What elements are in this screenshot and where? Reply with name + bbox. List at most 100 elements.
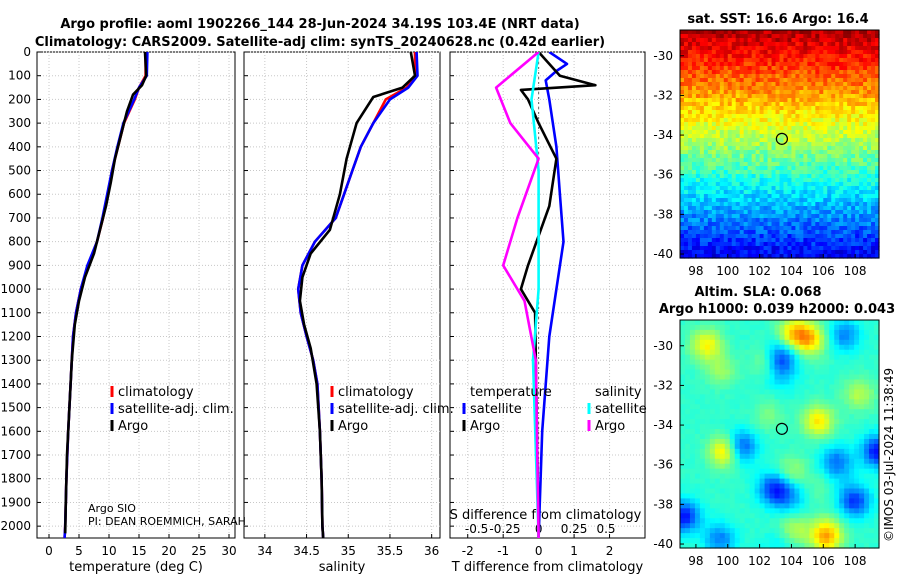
map-cell bbox=[739, 78, 745, 83]
map-cell bbox=[704, 448, 711, 455]
map-cell bbox=[763, 194, 769, 199]
map-cell bbox=[875, 206, 880, 211]
map-cell bbox=[864, 369, 870, 376]
map-cell bbox=[795, 90, 800, 95]
map-cell bbox=[747, 234, 753, 239]
map-cell bbox=[775, 138, 781, 143]
map-cell bbox=[763, 122, 769, 127]
map-cell bbox=[754, 384, 761, 390]
map-cell bbox=[723, 214, 729, 219]
map-cell bbox=[863, 98, 868, 103]
map-cell bbox=[784, 399, 791, 405]
map-cell bbox=[819, 210, 824, 215]
map-cell bbox=[843, 46, 848, 51]
map-cell bbox=[689, 503, 696, 509]
map-cell bbox=[763, 106, 769, 111]
map-cell bbox=[809, 349, 815, 356]
map-cell bbox=[787, 206, 793, 211]
map-cell bbox=[799, 110, 804, 115]
map-cell bbox=[784, 369, 791, 376]
map-cell bbox=[759, 508, 766, 514]
map-cell bbox=[751, 110, 757, 115]
map-cell bbox=[854, 369, 860, 376]
map-cell bbox=[849, 419, 855, 425]
map-cell bbox=[699, 523, 706, 529]
tick-label-x: 102 bbox=[748, 264, 771, 278]
map-cell bbox=[775, 214, 781, 219]
map-cell bbox=[819, 349, 825, 356]
map-cell bbox=[824, 394, 830, 400]
map-cell bbox=[743, 158, 749, 163]
map-cell bbox=[791, 250, 797, 255]
map-cell bbox=[849, 389, 855, 395]
map-cell bbox=[779, 234, 785, 239]
map-cell bbox=[849, 334, 855, 341]
map-cell bbox=[779, 106, 785, 111]
map-cell bbox=[789, 543, 796, 549]
map-cell bbox=[680, 458, 686, 465]
map-cell bbox=[703, 210, 709, 215]
map-cell bbox=[851, 150, 856, 155]
map-cell bbox=[834, 404, 840, 410]
map-cell bbox=[764, 508, 771, 514]
map-cell bbox=[719, 389, 726, 395]
map-cell bbox=[731, 114, 737, 119]
map-cell bbox=[724, 533, 731, 539]
map-cell bbox=[719, 468, 726, 475]
map-cell bbox=[783, 78, 789, 83]
map-cell bbox=[754, 399, 761, 405]
map-cell bbox=[754, 320, 761, 326]
map-cell bbox=[809, 384, 815, 390]
map-cell bbox=[867, 226, 872, 231]
map-cell bbox=[731, 218, 737, 223]
map-cell bbox=[771, 134, 777, 139]
map-cell bbox=[819, 154, 824, 159]
map-cell bbox=[734, 379, 741, 386]
map-cell bbox=[767, 38, 773, 43]
map-cell bbox=[727, 242, 733, 247]
map-cell bbox=[784, 324, 791, 331]
map-cell bbox=[755, 134, 761, 139]
map-cell bbox=[803, 74, 808, 79]
map-cell bbox=[683, 46, 689, 51]
map-cell bbox=[735, 210, 741, 215]
map-cell bbox=[839, 42, 844, 47]
map-cell bbox=[729, 543, 736, 549]
map-cell bbox=[735, 54, 741, 59]
map-cell bbox=[769, 453, 776, 460]
map-cell bbox=[739, 453, 746, 460]
map-cell bbox=[779, 543, 786, 549]
map-cell bbox=[783, 114, 789, 119]
map-cell bbox=[767, 86, 773, 91]
map-cell bbox=[864, 543, 870, 549]
map-cell bbox=[723, 138, 729, 143]
map-cell bbox=[680, 230, 685, 235]
map-cell bbox=[864, 528, 870, 534]
map-cell bbox=[687, 190, 693, 195]
map-cell bbox=[699, 473, 706, 480]
map-cell bbox=[683, 190, 689, 195]
map-cell bbox=[703, 82, 709, 87]
map-cell bbox=[789, 508, 796, 514]
map-cell bbox=[819, 538, 825, 544]
map-cell bbox=[727, 30, 733, 35]
map-cell bbox=[863, 218, 868, 223]
map-cell bbox=[839, 478, 845, 485]
map-cell bbox=[794, 443, 800, 450]
map-cell bbox=[851, 186, 856, 191]
map-cell bbox=[764, 503, 771, 509]
map-cell bbox=[811, 134, 816, 139]
map-cell bbox=[723, 106, 729, 111]
map-cell bbox=[723, 190, 729, 195]
map-cell bbox=[863, 246, 868, 251]
map-cell bbox=[739, 538, 746, 544]
map-cell bbox=[787, 110, 793, 115]
map-cell bbox=[839, 162, 844, 167]
map-cell bbox=[799, 508, 805, 514]
map-cell bbox=[703, 106, 709, 111]
map-cell bbox=[769, 468, 776, 475]
map-cell bbox=[684, 399, 691, 405]
tick-label-y: 400 bbox=[8, 140, 31, 154]
map-cell bbox=[747, 190, 753, 195]
map-cell bbox=[811, 42, 816, 47]
